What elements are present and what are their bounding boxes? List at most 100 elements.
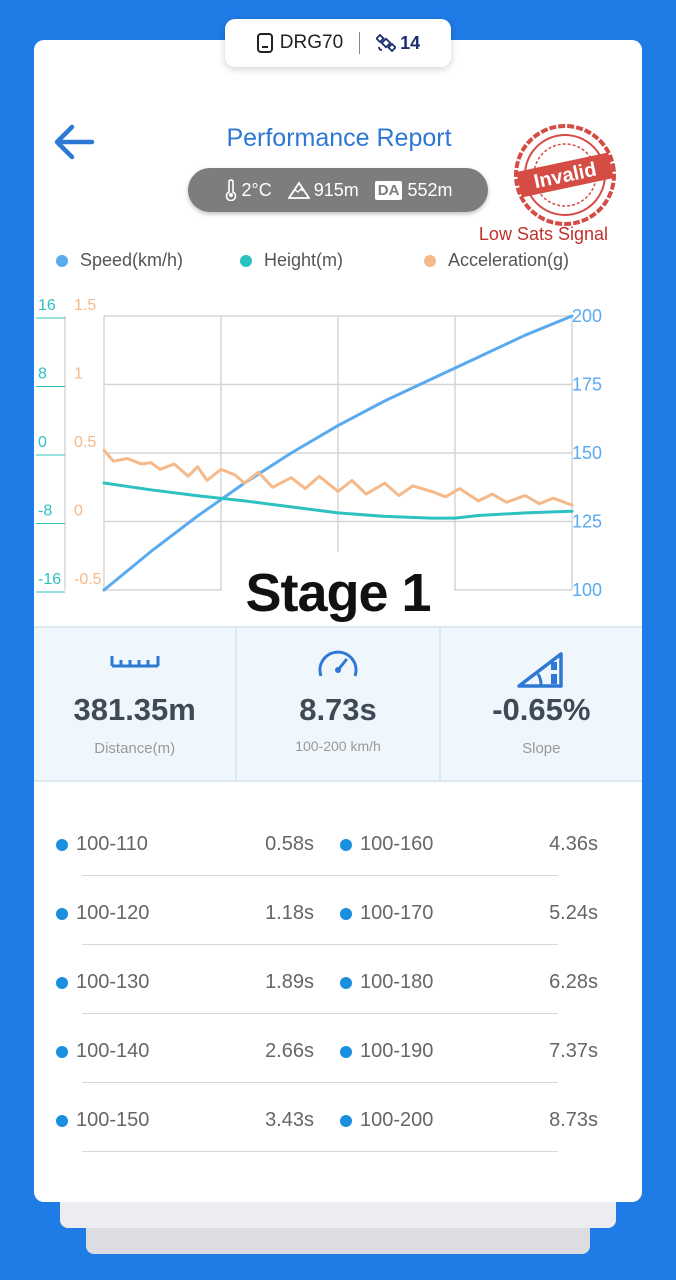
height-series-line [102, 481, 574, 520]
split-dot [340, 1115, 352, 1127]
split-time: 7.37s [549, 1040, 598, 1062]
split-dot [56, 1046, 68, 1058]
split-dot [56, 908, 68, 920]
legend-height-label: Height(m) [264, 250, 344, 270]
row-divider [82, 1013, 558, 1014]
density-altitude-value: 552m [407, 179, 453, 200]
invalid-stamp-icon: Invalid [514, 124, 616, 226]
ruler-icon [110, 656, 160, 668]
split-range: 100-130 [76, 971, 150, 993]
low-sats-warning: Low Sats Signal [478, 224, 608, 244]
split-range: 100-190 [360, 1040, 434, 1062]
acceleration-tick-label: 1 [74, 366, 83, 383]
height-tick-label: 0 [38, 434, 47, 451]
speed-tick-label: 100 [572, 580, 602, 600]
split-range: 100-110 [76, 833, 148, 855]
split-range: 100-200 [360, 1109, 434, 1131]
speed-tick-label: 150 [572, 443, 602, 463]
altitude-reading: 915m [287, 179, 359, 201]
split-row: 100-180 6.28s [340, 962, 598, 1002]
split-row: 100-110 0.58s [56, 824, 314, 864]
density-altitude-reading: DA 552m [374, 179, 453, 201]
stage-label: Stage 1 [222, 552, 454, 634]
speed-tick-label: 125 [572, 512, 602, 532]
acceleration-tick-label: 0 [74, 503, 83, 520]
temperature-reading: 2°C [224, 179, 272, 201]
split-dot [340, 977, 352, 989]
legend-acceleration-label: Acceleration(g) [448, 250, 570, 270]
stat-distance: 381.35m Distance(m) [34, 628, 235, 780]
split-dot [56, 839, 68, 851]
performance-chart: 16 8 0 -8 -16 1.5 1 0.5 0 -0.5 200 175 150 125 100 [36, 297, 602, 600]
split-dot [56, 1115, 68, 1127]
slope-icon [517, 652, 564, 688]
legend-speed-dot [56, 254, 68, 267]
height-tick-label: -8 [38, 503, 52, 520]
device-name: DRG70 [279, 32, 344, 53]
performance-report-card: Performance Report 2°C 915m DA 552m [34, 40, 642, 1202]
slope-value: -0.65% [492, 692, 591, 727]
distance-label: Distance(m) [94, 740, 176, 757]
mountain-icon [287, 181, 310, 199]
split-range: 100-150 [76, 1109, 150, 1131]
da-label: DA [374, 180, 403, 200]
altitude-value: 915m [313, 179, 359, 200]
thermometer-icon [225, 179, 236, 201]
conditions-pill: 2°C 915m DA 552m [188, 168, 488, 212]
split-time: 1.89s [265, 971, 314, 993]
split-row: 100-150 3.43s [56, 1100, 314, 1140]
split-row: 100-160 4.36s [340, 824, 598, 864]
page-title: Performance Report [226, 124, 452, 152]
speed-series-line [102, 314, 574, 592]
height-tick-label: -16 [38, 571, 61, 588]
split-row: 100-140 2.66s [56, 1031, 314, 1071]
split-range: 100-160 [360, 833, 434, 855]
time-label: 100-200 km/h [295, 738, 381, 754]
split-time: 5.24s [549, 902, 598, 924]
legend-speed: Speed(km/h) [56, 250, 183, 271]
device-status-pill[interactable]: DRG70 14 [225, 19, 451, 67]
split-time: 2.66s [265, 1040, 314, 1062]
split-range: 100-140 [76, 1040, 150, 1062]
acceleration-tick-label: -0.5 [74, 571, 102, 588]
split-dot [340, 1046, 352, 1058]
slope-label: Slope [522, 740, 561, 757]
satellite-icon [376, 33, 397, 53]
row-divider [82, 875, 558, 876]
legend-height-dot [240, 254, 252, 267]
row-divider [82, 1082, 558, 1083]
satellite-count: 14 [400, 32, 421, 53]
row-divider [82, 944, 558, 945]
back-arrow-icon[interactable] [52, 122, 98, 162]
acceleration-series-line [102, 448, 574, 507]
distance-value: 381.35m [73, 692, 196, 727]
height-tick-label: 8 [38, 366, 47, 383]
split-row: 100-190 7.37s [340, 1031, 598, 1071]
split-range: 100-180 [360, 971, 434, 993]
legend-acceleration: Acceleration(g) [424, 250, 569, 271]
split-dot [340, 839, 352, 851]
acceleration-tick-label: 1.5 [74, 297, 96, 314]
height-tick-label: 16 [38, 297, 56, 314]
speedometer-icon [318, 650, 358, 677]
split-dot [340, 908, 352, 920]
split-time: 0.58s [265, 833, 314, 855]
speed-tick-label: 175 [572, 375, 602, 395]
split-range: 100-170 [360, 902, 434, 924]
legend-height: Height(m) [240, 250, 343, 271]
row-divider [82, 1151, 558, 1152]
stat-time: 8.73s 100-200 km/h [235, 628, 438, 780]
time-value: 8.73s [299, 692, 377, 727]
device-icon [256, 33, 273, 53]
split-row: 100-120 1.18s [56, 893, 314, 933]
stat-slope: -0.65% Slope [438, 628, 642, 780]
split-row: 100-130 1.89s [56, 962, 314, 1002]
acceleration-tick-label: 0.5 [74, 434, 96, 451]
temperature-value: 2°C [241, 179, 272, 200]
split-time: 1.18s [265, 902, 314, 924]
split-row: 100-200 8.73s [340, 1100, 598, 1140]
legend-speed-label: Speed(km/h) [80, 250, 184, 270]
split-time: 4.36s [549, 833, 598, 855]
split-time: 8.73s [549, 1109, 598, 1131]
legend-acceleration-dot [424, 254, 436, 267]
